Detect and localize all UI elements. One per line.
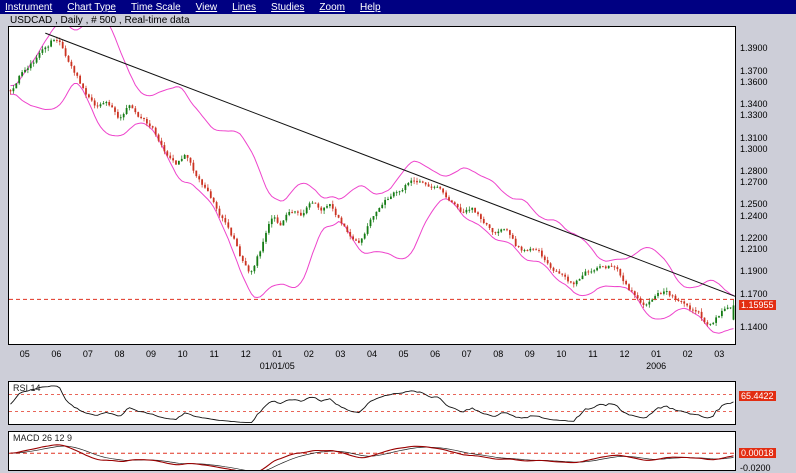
price-axis-label: 1.3300 — [740, 110, 768, 121]
month-label: 01 — [651, 349, 662, 359]
menu-item-chart-type[interactable]: Chart Type — [67, 1, 116, 13]
price-axis-label: 1.2200 — [740, 232, 768, 243]
month-label: 01 — [272, 349, 283, 359]
month-label: 12 — [619, 349, 630, 359]
month-label: 11 — [209, 349, 219, 359]
month-label: 03 — [714, 349, 725, 359]
chart-title: USDCAD , Daily , # 500 , Real-time data — [10, 15, 190, 26]
rsi-panel[interactable]: RSI 14 — [8, 381, 736, 425]
menu-item-help[interactable]: Help — [359, 1, 381, 13]
macd-axis: 0.00018 -0.0200 — [737, 431, 796, 473]
current-price-badge: 1.15955 — [739, 300, 776, 311]
month-label: 06 — [51, 349, 62, 359]
price-axis-label: 1.3900 — [740, 43, 768, 54]
price-axis-label: 1.2700 — [740, 177, 768, 188]
price-axis-label: 1.1400 — [740, 322, 768, 333]
month-label: 10 — [177, 349, 188, 359]
month-label: 05 — [19, 349, 30, 359]
menu-item-studies[interactable]: Studies — [271, 1, 305, 13]
rsi-line — [10, 385, 734, 424]
month-label: 05 — [398, 349, 409, 359]
rsi-axis: 65.4422 — [737, 381, 796, 425]
month-label: 09 — [524, 349, 535, 359]
menu-item-view[interactable]: View — [195, 1, 218, 13]
month-label: 06 — [430, 349, 441, 359]
month-label: 08 — [493, 349, 504, 359]
month-label: 02 — [682, 349, 693, 359]
rsi-canvas[interactable] — [9, 382, 735, 424]
candles — [9, 36, 735, 327]
month-label: 03 — [335, 349, 346, 359]
menu-bar: Instrument Chart Type Time Scale View Lines S… — [0, 0, 796, 14]
month-label: 12 — [240, 349, 251, 359]
macd-line — [10, 444, 734, 470]
main-price-chart[interactable] — [8, 26, 736, 345]
menu-item-lines[interactable]: Lines — [232, 1, 257, 13]
time-axis: 05 06 07 08 09 10 11 12 01 02 03 04 05 06 07 08 09 10 11 12… — [8, 348, 736, 374]
price-axis-label: 1.2500 — [740, 199, 768, 210]
macd-signal-line — [10, 445, 734, 470]
macd-value-badge: 0.00018 — [739, 448, 776, 459]
year-label: 01/01/05 — [259, 361, 295, 371]
menu-item-instrument[interactable]: Instrument — [5, 1, 53, 13]
price-axis-label: 1.3100 — [740, 132, 768, 143]
price-axis-label: 1.3000 — [740, 143, 768, 154]
month-label: 07 — [82, 349, 93, 359]
macd-canvas[interactable] — [9, 432, 735, 470]
candlestick-canvas[interactable] — [9, 27, 735, 344]
menu-item-time-scale[interactable]: Time Scale — [130, 1, 181, 13]
month-label: 02 — [303, 349, 314, 359]
macd-panel[interactable]: MACD 26 12 9 — [8, 431, 736, 471]
price-axis-label: 1.2400 — [740, 210, 768, 221]
price-axis-label: 1.1900 — [740, 266, 768, 277]
month-label: 04 — [366, 349, 377, 359]
price-axis-label: 1.3600 — [740, 76, 768, 87]
macd-axis-label: -0.0200 — [740, 463, 771, 473]
bollinger-upper-band — [10, 27, 734, 296]
month-label: 09 — [146, 349, 157, 359]
descending-trendline[interactable] — [45, 32, 735, 297]
month-label: 08 — [114, 349, 125, 359]
rsi-study-label: RSI 14 — [13, 383, 41, 393]
month-label: 10 — [556, 349, 567, 359]
price-axis-label: 1.2800 — [740, 165, 768, 176]
price-axis-label: 1.3700 — [740, 65, 768, 76]
rsi-value-badge: 65.4422 — [739, 391, 776, 402]
price-axis-label: 1.1700 — [740, 288, 768, 299]
price-axis-label: 1.3400 — [740, 99, 768, 110]
price-axis-label: 1.2100 — [740, 244, 768, 255]
year-label: 2006 — [646, 361, 667, 371]
menu-item-zoom[interactable]: Zoom — [319, 1, 345, 13]
month-label: 11 — [588, 349, 598, 359]
bollinger-lower-band — [10, 83, 734, 334]
macd-study-label: MACD 26 12 9 — [13, 433, 73, 443]
month-label: 07 — [461, 349, 472, 359]
price-axis: 1.3900 1.3700 1.3600 1.3400 1.3300 1.3100 1.30… — [737, 26, 796, 345]
